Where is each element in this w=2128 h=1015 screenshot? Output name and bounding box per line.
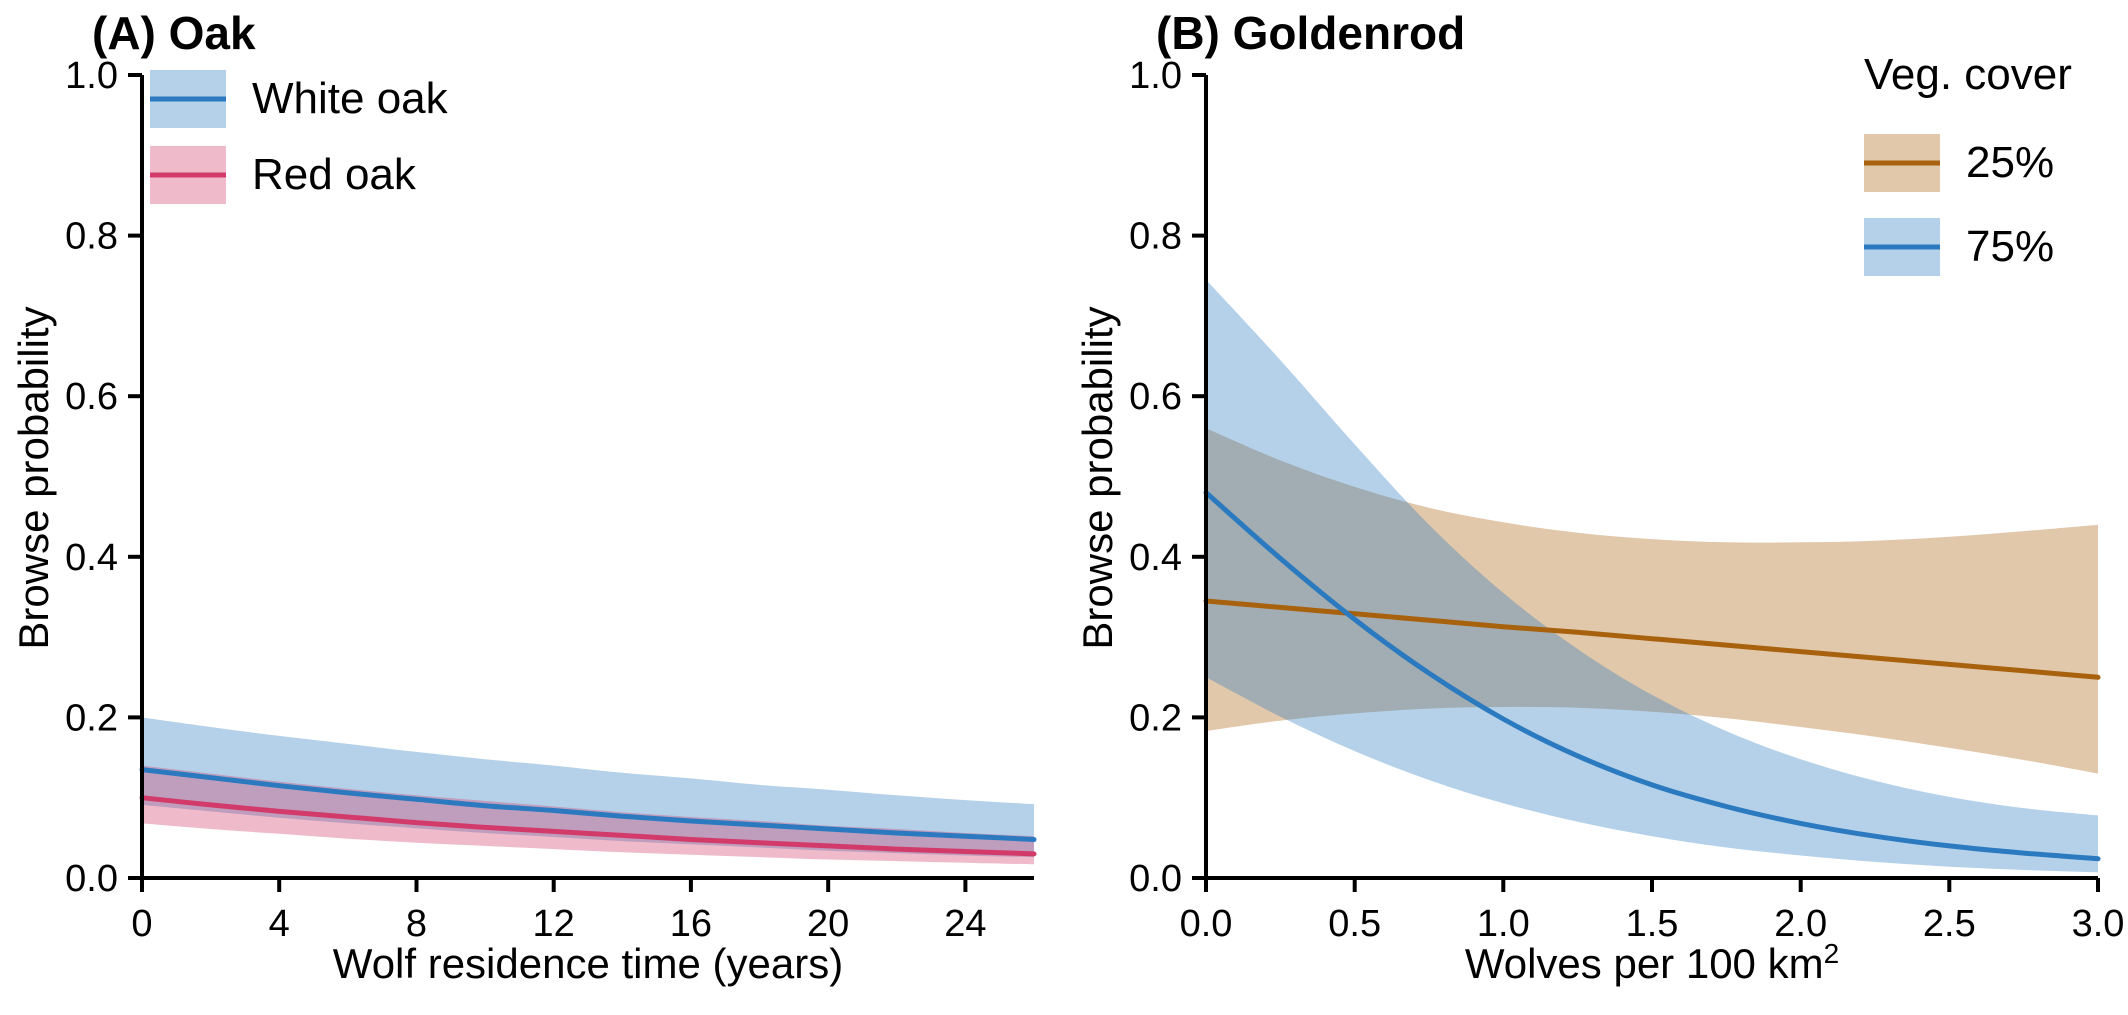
legend-entry-white-oak: White oak xyxy=(150,70,448,128)
cover-25-swatch xyxy=(1864,134,1940,192)
white-oak-line-swatch xyxy=(150,96,226,102)
cover-25-line-swatch xyxy=(1864,160,1940,166)
x-tick-label: 12 xyxy=(533,903,575,945)
25-line xyxy=(1203,598,2101,680)
cover-75-line-swatch xyxy=(1864,244,1940,250)
x-tick-label: 8 xyxy=(406,903,427,945)
goldenrod-plot: 0.0 0.5 1.0 1.5 2.0 2.5 3.0 0.0 0.2 0.4 0.6 0.8 1.0 xyxy=(1129,55,2125,945)
white-oak-ci-ribbon xyxy=(142,717,1034,858)
x-tick-label: 16 xyxy=(670,903,712,945)
white-oak-legend-label: White oak xyxy=(252,74,448,123)
panel-b-y-axis-label: Browse probability xyxy=(1074,306,1121,650)
panel-a-x-axis-label-text: Wolf residence time (years) xyxy=(332,940,844,987)
y-tick-label: 0.8 xyxy=(1129,216,1182,258)
panel-oak: 0 4 8 12 16 20 24 0.0 0.2 0.4 0.6 0.8 1.0 (A) Oak Br… xyxy=(10,7,1037,988)
y-tick-label: 0.6 xyxy=(1129,376,1182,418)
x-tick-label: 0.0 xyxy=(1180,903,1233,945)
legend-entry-75-percent: 75% xyxy=(1864,218,2072,276)
panel-a-y-axis-label: Browse probability xyxy=(10,306,57,650)
75-line xyxy=(1203,490,2101,862)
y-tick-label: 0.0 xyxy=(65,858,118,900)
y-tick-label: 0.6 xyxy=(65,376,118,418)
oak-plot: 0 4 8 12 16 20 24 0.0 0.2 0.4 0.6 0.8 1.0 xyxy=(65,55,1037,945)
panel-a-x-axis-label: Wolf residence time (years) xyxy=(333,938,843,988)
y-tick-label: 1.0 xyxy=(65,55,118,97)
x-tick-label: 4 xyxy=(269,903,290,945)
panel-a-title: (A) Oak xyxy=(92,7,256,59)
x-tick-label: 2.0 xyxy=(1774,903,1827,945)
panel-b-legend: Veg. cover 25% 75% xyxy=(1864,50,2072,276)
y-tick-label: 1.0 xyxy=(1129,55,1182,97)
white-oak-line xyxy=(139,767,1037,842)
red-oak-legend-label: Red oak xyxy=(252,150,416,199)
panel-b-x-axis-label-text: Wolves per 100 km xyxy=(1464,940,1824,987)
x-tick-label: 2.5 xyxy=(1923,903,1976,945)
cover-75-legend-label: 75% xyxy=(1966,222,2055,271)
y-tick-label: 0.2 xyxy=(1129,697,1182,739)
x-tick-label: 1.5 xyxy=(1626,903,1679,945)
y-tick-label: 0.4 xyxy=(65,537,118,579)
panel-b-x-axis-label: Wolves per 100 km2 xyxy=(1465,938,1839,988)
y-tick-label: 0.0 xyxy=(1129,858,1182,900)
y-tick-label: 0.2 xyxy=(65,697,118,739)
y-tick-label: 0.4 xyxy=(1129,537,1182,579)
x-tick-label: 3.0 xyxy=(2072,903,2125,945)
75-ci-ribbon xyxy=(1206,279,2098,873)
white-oak-swatch xyxy=(150,70,226,128)
panel-b-x-axis-label-superscript: 2 xyxy=(1823,938,1840,969)
25-ci-ribbon xyxy=(1206,428,2098,774)
legend-entry-25-percent: 25% xyxy=(1864,134,2072,192)
panel-goldenrod: 0.0 0.5 1.0 1.5 2.0 2.5 3.0 0.0 0.2 0.4 0.6 0.8 1.0 … xyxy=(1064,0,2128,1015)
panel-a-legend: White oak Red oak xyxy=(150,70,448,204)
panel-b-title: (B) Goldenrod xyxy=(1156,7,1466,59)
red-oak-line-swatch xyxy=(150,172,226,178)
legend-entry-red-oak: Red oak xyxy=(150,146,448,204)
x-tick-label: 24 xyxy=(944,903,986,945)
x-tick-label: 1.0 xyxy=(1477,903,1530,945)
x-tick-label: 20 xyxy=(807,903,849,945)
panel-b-legend-title: Veg. cover xyxy=(1864,50,2072,99)
cover-25-legend-label: 25% xyxy=(1966,138,2055,187)
cover-75-swatch xyxy=(1864,218,1940,276)
red-oak-swatch xyxy=(150,146,226,204)
x-tick-label: 0.5 xyxy=(1328,903,1381,945)
red-oak-line xyxy=(139,795,1037,857)
x-tick-label: 0 xyxy=(131,903,152,945)
y-tick-label: 0.8 xyxy=(65,216,118,258)
